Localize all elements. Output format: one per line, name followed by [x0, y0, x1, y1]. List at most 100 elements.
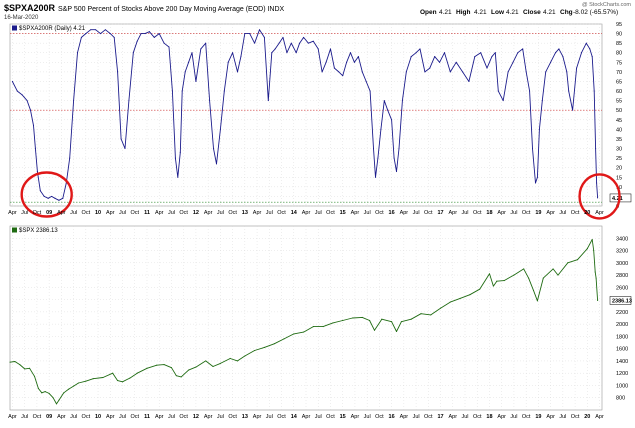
data-point-1	[63, 392, 65, 394]
data-point-0	[104, 29, 106, 31]
data-point-1	[369, 319, 371, 322]
x-tick-label: Oct	[228, 414, 237, 420]
data-point-1	[593, 249, 595, 252]
data-point-0	[365, 80, 367, 83]
data-point-0	[443, 52, 446, 54]
x-tick-label: Apr	[8, 210, 17, 216]
data-point-1	[332, 322, 334, 324]
x-tick-label: Oct	[326, 210, 335, 216]
data-point-0	[271, 52, 273, 54]
watermark: @ StockCharts.com	[582, 2, 631, 8]
x-tick-label: 18	[486, 210, 492, 216]
data-point-0	[512, 61, 514, 63]
data-point-0	[541, 100, 543, 102]
x-tick-label: Oct	[424, 210, 433, 216]
data-point-0	[580, 52, 583, 54]
chg-label: Chg	[560, 9, 573, 16]
data-point-0	[69, 157, 71, 159]
x-tick-label: Apr	[448, 210, 457, 216]
data-point-1	[236, 360, 239, 362]
y-tick-label-0: 60	[616, 89, 622, 95]
data-point-1	[92, 378, 94, 380]
data-point-1	[163, 364, 165, 366]
data-point-0	[353, 61, 355, 63]
data-point-1	[528, 277, 530, 279]
data-point-0	[372, 147, 375, 150]
data-point-0	[11, 80, 13, 83]
y-tick-label-0: 75	[616, 60, 622, 66]
x-tick-label: Jul	[168, 414, 175, 420]
open-value: 4.21	[439, 9, 452, 16]
data-point-1	[342, 319, 344, 322]
data-point-0	[439, 61, 441, 63]
data-point-0	[329, 48, 332, 50]
y-tick-label-1: 3400	[616, 236, 628, 242]
data-point-0	[424, 71, 426, 73]
x-tick-label: Apr	[351, 210, 360, 216]
symbol-label: $SPXA200R	[4, 3, 56, 13]
x-tick-label: Jul	[168, 210, 175, 216]
x-tick-label: 20	[584, 210, 590, 216]
data-point-1	[205, 360, 207, 362]
plot-layer: 05101520253035404550556065707580859095$S…	[8, 22, 632, 420]
data-point-1	[479, 288, 481, 290]
data-point-1	[14, 360, 16, 363]
data-point-0	[391, 119, 393, 121]
data-point-1	[594, 271, 596, 273]
x-tick-label: Apr	[448, 414, 457, 420]
data-point-0	[58, 199, 60, 201]
data-point-1	[439, 307, 442, 309]
x-tick-label: Jul	[119, 414, 126, 420]
y-tick-label-1: 1000	[616, 383, 628, 389]
x-tick-label: Oct	[33, 414, 42, 420]
x-tick-label: Oct	[277, 210, 286, 216]
date-label: 16-Mar-2020	[4, 15, 39, 21]
data-point-1	[188, 369, 190, 371]
data-point-0	[398, 147, 400, 150]
data-point-0	[90, 29, 92, 31]
x-tick-label: 13	[242, 414, 248, 420]
data-point-0	[26, 100, 28, 102]
x-tick-label: Apr	[155, 210, 164, 216]
x-tick-label: Oct	[130, 414, 139, 420]
x-tick-label: Apr	[302, 414, 311, 420]
data-point-0	[589, 48, 591, 50]
x-tick-label: Jul	[21, 414, 28, 420]
data-point-0	[195, 80, 197, 83]
data-point-0	[566, 71, 568, 73]
open-label: Open	[420, 9, 437, 16]
data-point-0	[325, 61, 327, 63]
x-tick-label: 11	[144, 210, 150, 216]
data-point-0	[591, 56, 593, 58]
annotation-circle-2020	[578, 173, 621, 220]
x-tick-label: Oct	[82, 210, 91, 216]
data-point-0	[148, 31, 150, 33]
data-point-0	[85, 33, 87, 35]
data-point-0	[244, 33, 246, 35]
x-tick-label: 17	[437, 414, 443, 420]
data-point-0	[76, 52, 79, 54]
data-point-1	[41, 392, 43, 394]
data-point-1	[400, 321, 402, 323]
x-tick-label: Apr	[302, 210, 311, 216]
x-tick-label: Jul	[119, 210, 126, 216]
x-tick-label: Apr	[595, 414, 604, 420]
data-point-1	[542, 277, 544, 279]
data-point-0	[223, 90, 225, 92]
data-point-0	[299, 42, 301, 44]
last-value-label-1: 2386.13	[612, 299, 632, 305]
data-point-1	[9, 361, 11, 363]
data-point-0	[181, 90, 183, 92]
data-point-0	[240, 56, 242, 58]
y-tick-label-1: 1400	[616, 359, 628, 365]
y-tick-label-1: 800	[616, 396, 625, 402]
data-point-0	[338, 71, 340, 73]
legend-label-0: $SPXA200R (Daily) 4.21	[19, 26, 86, 32]
y-tick-label-1: 3000	[616, 261, 628, 267]
data-point-1	[77, 382, 80, 384]
data-point-0	[212, 147, 215, 150]
data-point-1	[180, 376, 182, 378]
x-tick-label: Apr	[497, 210, 506, 216]
x-tick-label: Jul	[364, 210, 371, 216]
